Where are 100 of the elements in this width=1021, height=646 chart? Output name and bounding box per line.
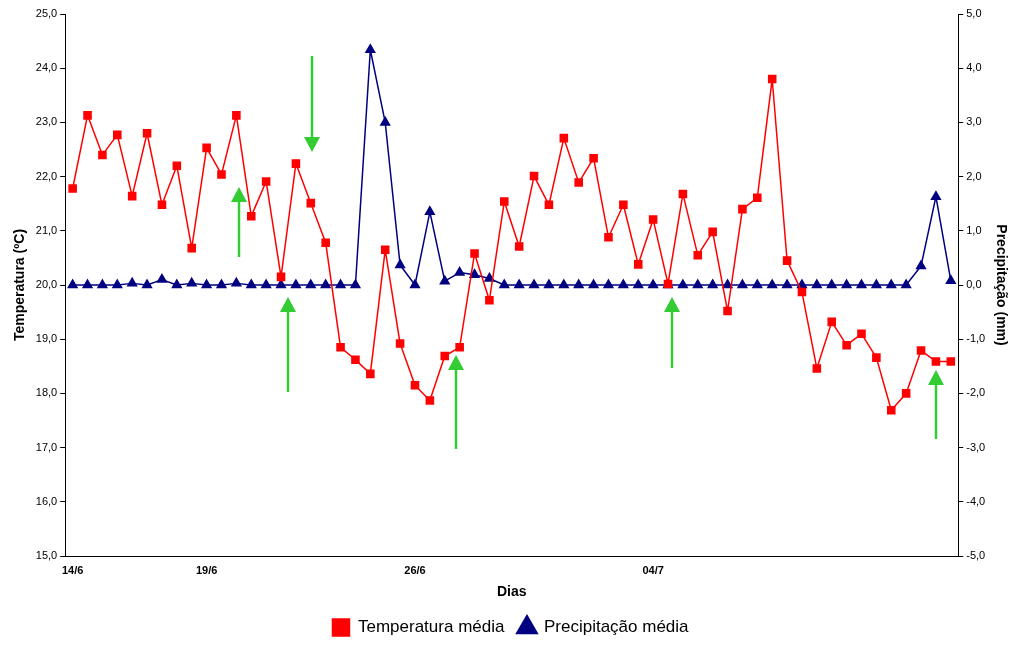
point bbox=[98, 150, 107, 160]
point bbox=[201, 279, 212, 289]
point bbox=[528, 279, 540, 289]
point bbox=[604, 233, 613, 242]
point bbox=[97, 279, 108, 289]
point bbox=[350, 279, 361, 289]
point bbox=[543, 279, 555, 289]
y-tick-label: 25,0 bbox=[35, 7, 58, 20]
point bbox=[246, 279, 257, 289]
y2-tick-label: 5,0 bbox=[966, 7, 982, 20]
point bbox=[484, 272, 495, 282]
point bbox=[171, 279, 182, 289]
point bbox=[157, 200, 167, 210]
point bbox=[856, 279, 867, 289]
point bbox=[559, 133, 569, 143]
point bbox=[113, 130, 122, 140]
point bbox=[767, 279, 778, 289]
point bbox=[127, 277, 138, 287]
point bbox=[589, 153, 598, 163]
point bbox=[692, 279, 703, 289]
y-tick-label: 23,0 bbox=[35, 115, 58, 128]
point bbox=[232, 111, 241, 120]
y-tick-label: 24,0 bbox=[35, 61, 58, 74]
point bbox=[335, 279, 346, 289]
point bbox=[558, 279, 569, 289]
y2-tick-label: -3,0 bbox=[966, 440, 986, 453]
point bbox=[425, 396, 435, 405]
point bbox=[365, 44, 376, 54]
point bbox=[872, 353, 881, 362]
point bbox=[112, 279, 123, 289]
point bbox=[931, 357, 941, 366]
y2-tick-label: 2,0 bbox=[966, 169, 982, 182]
legend-label: Temperatura média bbox=[357, 617, 505, 637]
point bbox=[246, 211, 256, 221]
point bbox=[440, 351, 450, 361]
point bbox=[782, 256, 792, 265]
y-tick-label: 19,0 bbox=[35, 332, 58, 345]
point bbox=[529, 171, 539, 181]
point bbox=[753, 193, 762, 203]
point bbox=[439, 275, 450, 285]
point bbox=[276, 272, 286, 282]
point bbox=[68, 184, 77, 193]
y-tick-label: 16,0 bbox=[35, 494, 58, 507]
point bbox=[187, 243, 197, 253]
point bbox=[216, 279, 227, 289]
y2-tick-label: -4,0 bbox=[966, 494, 986, 507]
point bbox=[127, 191, 137, 201]
y-tick-label: 18,0 bbox=[35, 386, 58, 399]
y2-tick-label: 1,0 bbox=[966, 223, 982, 236]
point bbox=[82, 279, 93, 289]
point bbox=[693, 250, 703, 260]
x-axis-title: Dias bbox=[496, 583, 527, 600]
point bbox=[930, 190, 941, 200]
point bbox=[946, 357, 956, 366]
point bbox=[618, 279, 629, 289]
point bbox=[261, 279, 272, 289]
point bbox=[886, 405, 896, 415]
point bbox=[945, 274, 956, 284]
point bbox=[290, 279, 301, 289]
point bbox=[797, 287, 807, 297]
point bbox=[83, 111, 92, 120]
point bbox=[141, 279, 153, 289]
point bbox=[901, 389, 911, 398]
point bbox=[366, 369, 375, 379]
point bbox=[901, 279, 912, 289]
point bbox=[573, 279, 584, 289]
point bbox=[470, 249, 479, 258]
point bbox=[500, 197, 509, 206]
y-tick-label: 20,0 bbox=[35, 278, 58, 291]
x-tick-label: 19/6 bbox=[195, 563, 218, 576]
point bbox=[841, 279, 852, 289]
point bbox=[648, 279, 659, 289]
point bbox=[156, 273, 168, 283]
y2-tick-label: 4,0 bbox=[966, 61, 982, 74]
point bbox=[633, 279, 644, 289]
point bbox=[857, 329, 866, 339]
point bbox=[752, 279, 763, 289]
y2-tick-label: -1,0 bbox=[966, 332, 986, 345]
point bbox=[351, 355, 360, 365]
x-tick-label: 26/6 bbox=[404, 563, 426, 576]
point bbox=[514, 279, 525, 289]
point bbox=[395, 339, 405, 348]
y-tick-label: 21,0 bbox=[35, 223, 58, 236]
point bbox=[305, 279, 316, 289]
y-tick-label: 17,0 bbox=[35, 440, 58, 453]
point bbox=[321, 238, 330, 248]
point bbox=[514, 242, 524, 251]
y2-axis-title: Precipitação (mm) bbox=[993, 224, 1010, 346]
point bbox=[544, 200, 554, 210]
point bbox=[677, 279, 688, 289]
point bbox=[172, 161, 182, 171]
point bbox=[782, 279, 793, 289]
point bbox=[186, 277, 197, 287]
point bbox=[261, 177, 271, 186]
point bbox=[395, 259, 406, 269]
point bbox=[588, 279, 599, 289]
point bbox=[142, 128, 152, 138]
point bbox=[217, 170, 226, 179]
point bbox=[871, 279, 882, 289]
point bbox=[708, 227, 717, 237]
